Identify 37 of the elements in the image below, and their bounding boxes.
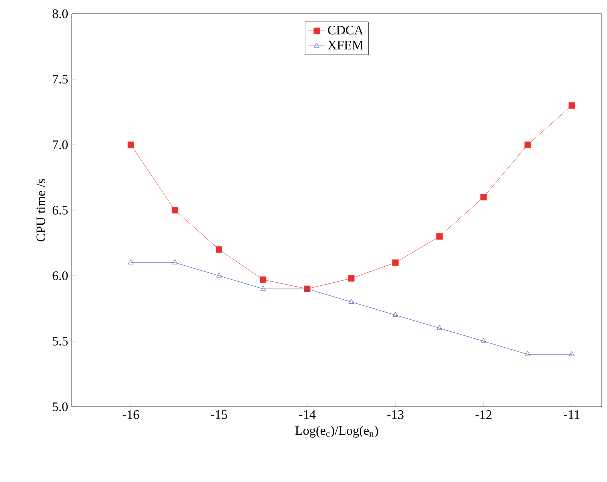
point	[436, 325, 443, 330]
x-tick-label: -11	[564, 410, 580, 420]
y-tick-label: 5.0	[53, 402, 68, 412]
y-tick-label: 7.5	[53, 75, 68, 84]
x-axis-title: Log(e$_{c}$)/Log(e$_{n}$)	[296, 426, 378, 438]
point	[348, 299, 354, 304]
y-axis-title: CPU time /s	[36, 179, 46, 242]
point	[569, 351, 575, 356]
point	[128, 142, 134, 148]
legend-label: XFEM	[328, 41, 364, 50]
point	[481, 338, 487, 344]
point	[392, 260, 399, 266]
point	[392, 312, 398, 317]
y-tick-label: 8.0	[52, 10, 68, 18]
point	[216, 246, 222, 253]
point	[436, 234, 443, 240]
point	[260, 276, 267, 284]
y-tick-label: 7.0	[53, 140, 68, 150]
x-tick-label: -12	[476, 410, 492, 420]
x-tick-label: -16	[122, 410, 140, 420]
y-tick-label: 6.0	[52, 272, 68, 280]
point	[525, 351, 531, 356]
x-tick-label: -13	[388, 410, 404, 420]
point	[524, 142, 532, 148]
point	[128, 260, 134, 265]
legend-label: CDCA	[328, 26, 364, 35]
y-tick-label: 5.5	[53, 337, 68, 346]
point	[216, 272, 222, 278]
x-tick-label: -15	[211, 410, 228, 420]
point	[480, 194, 488, 201]
point	[172, 207, 178, 214]
point	[568, 102, 576, 109]
point	[348, 275, 355, 282]
y-tick-label: 6.5	[52, 206, 68, 215]
point	[172, 260, 178, 265]
x-tick-label: -14	[299, 410, 316, 420]
point	[260, 286, 266, 291]
